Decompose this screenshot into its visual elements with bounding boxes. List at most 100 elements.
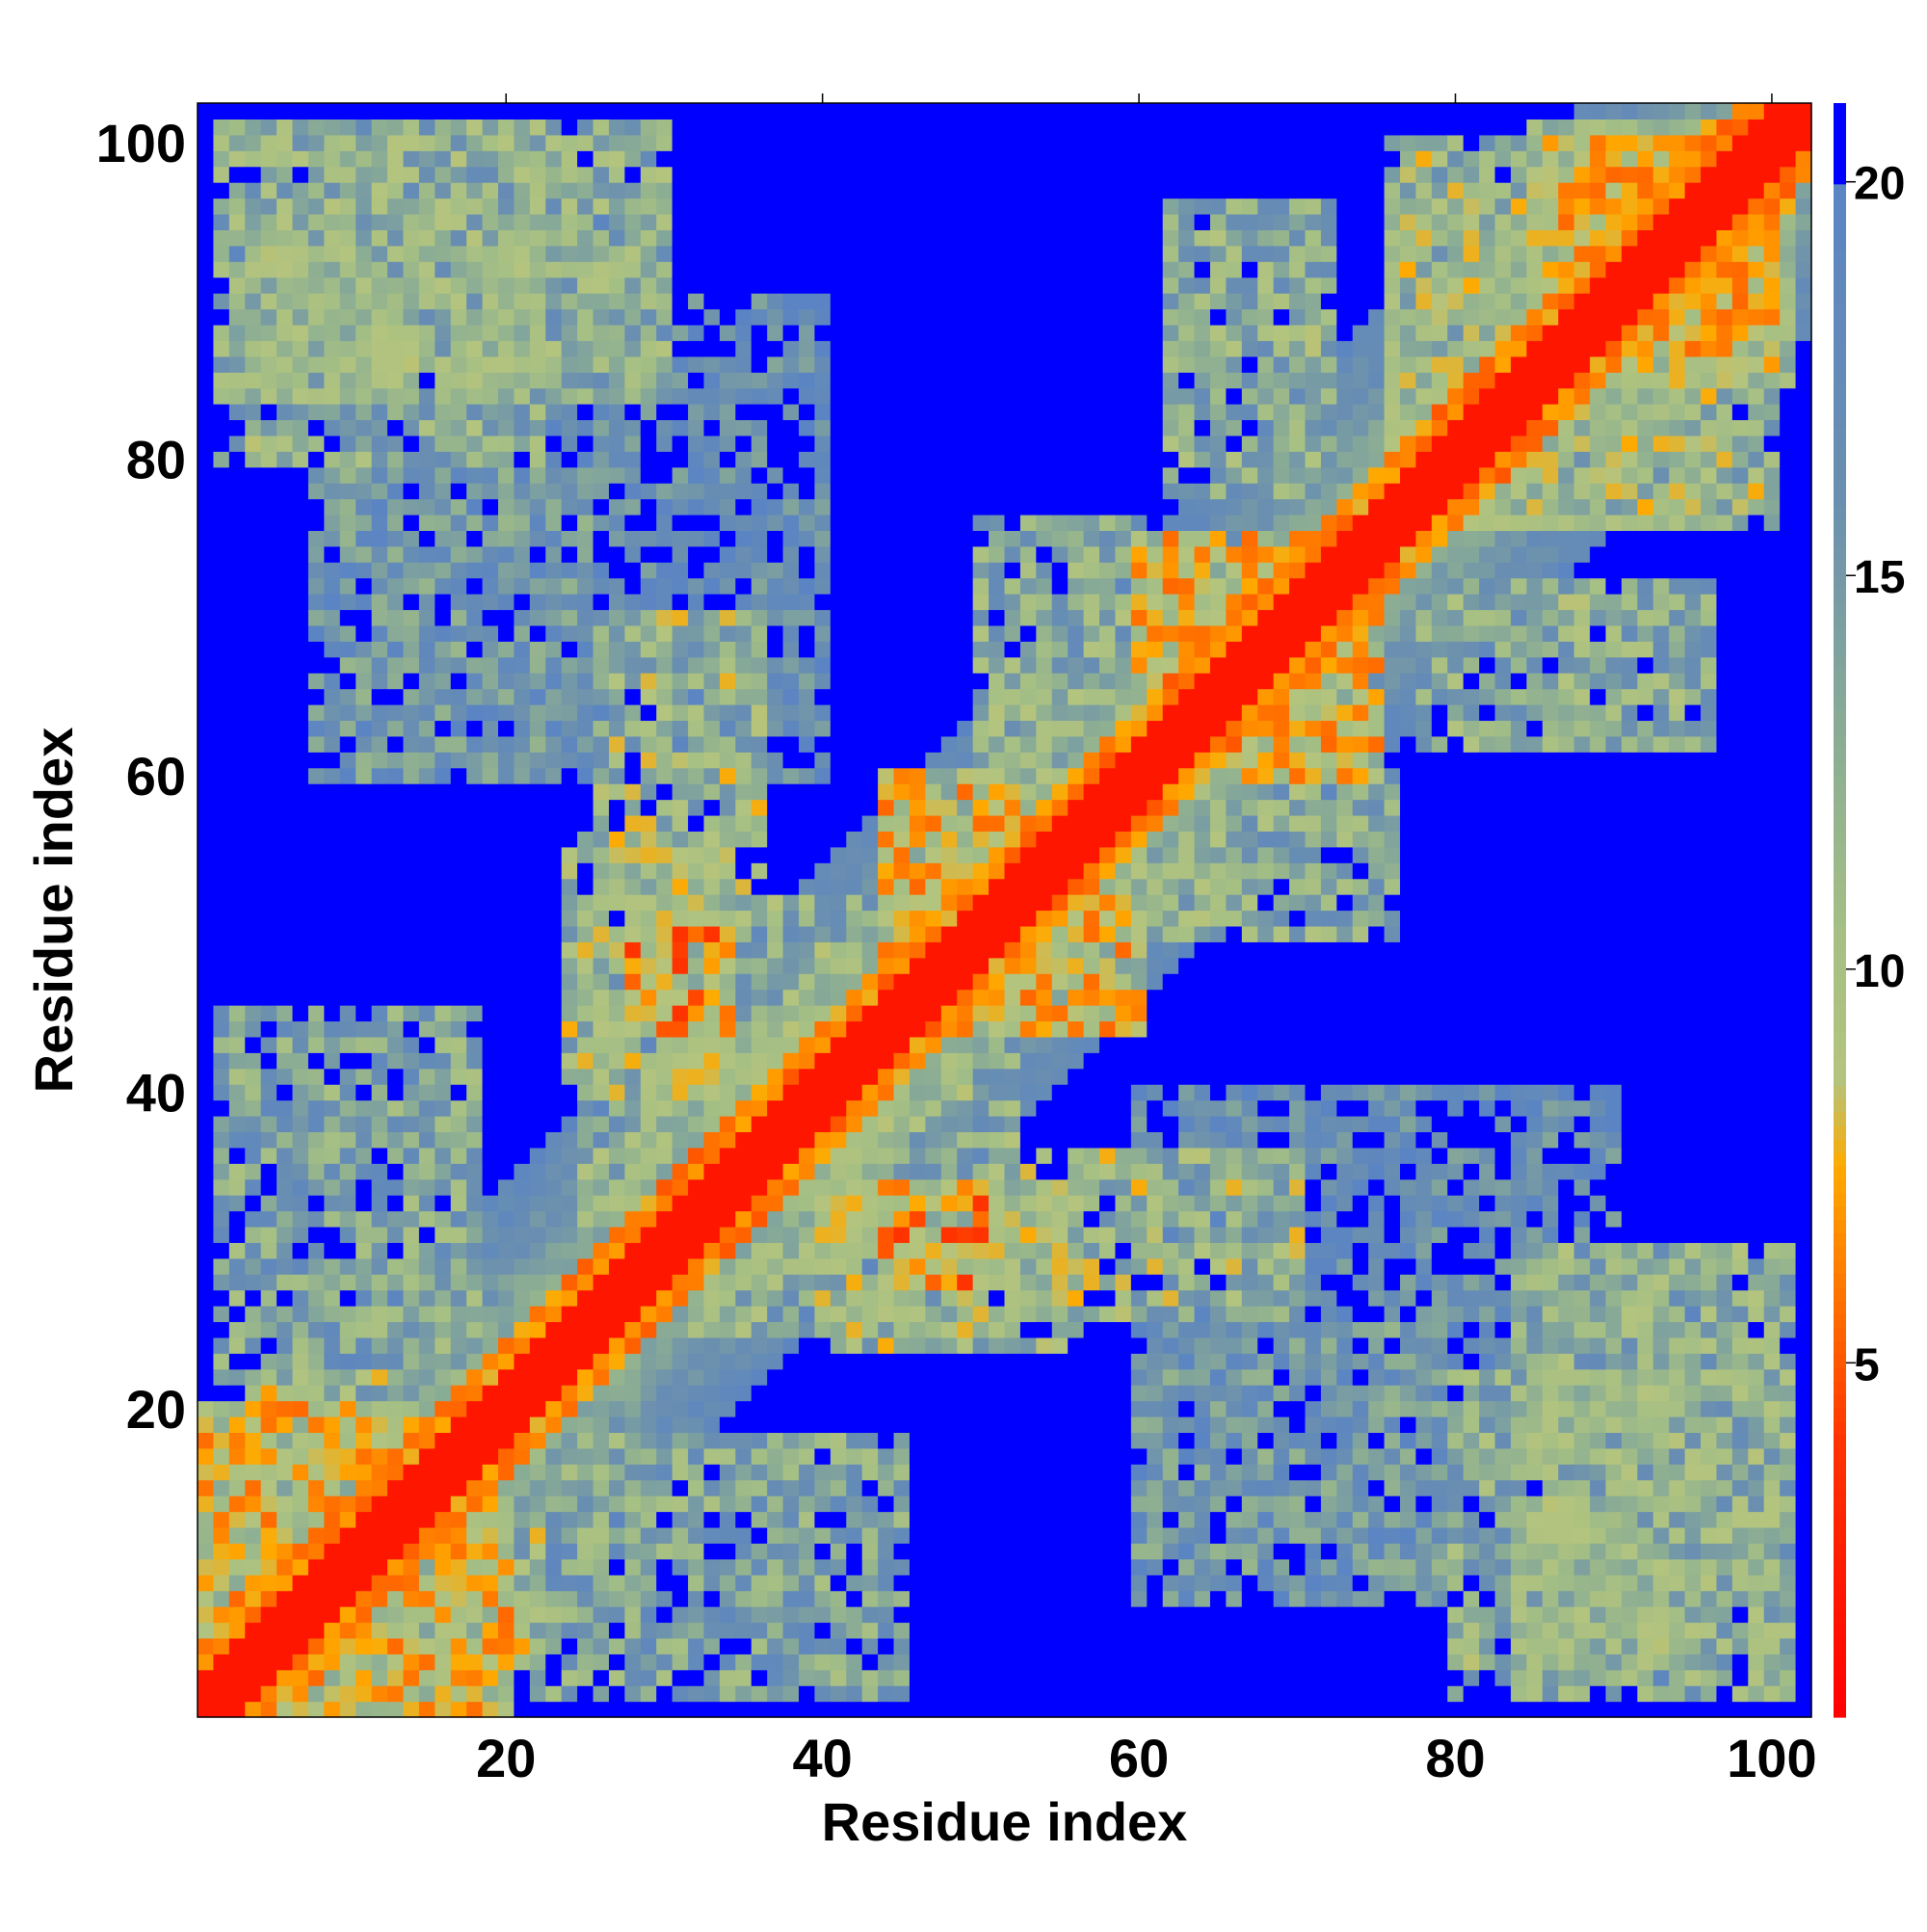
heatmap-cell [688,372,705,389]
heatmap-cell [861,957,879,974]
heatmap-cell [403,419,420,437]
heatmap-cell [545,799,563,816]
heatmap-cell [577,261,594,278]
heatmap-cell [245,1590,262,1607]
heatmap-cell [861,1353,879,1370]
heatmap-cell [782,1195,800,1212]
heatmap-cell [545,814,563,832]
heatmap-cell [909,1558,926,1575]
heatmap-cell [577,846,594,863]
heatmap-cell [198,166,215,183]
heatmap-cell [228,166,246,183]
heatmap-cell [703,941,721,959]
heatmap-cell [482,941,499,959]
heatmap-cell [893,1558,911,1575]
heatmap-cell [672,1353,689,1370]
heatmap-cell [482,1416,499,1434]
heatmap-cell [703,1084,721,1101]
heatmap-cell [292,483,309,500]
heatmap-cell [893,1210,911,1228]
heatmap-cell [245,483,262,500]
heatmap-cell [814,1701,832,1718]
heatmap-cell [435,562,452,579]
heatmap-cell [608,1558,625,1575]
heatmap-cell [624,1575,642,1592]
heatmap-cell [861,419,879,437]
heatmap-cell [561,925,578,942]
heatmap-cell [624,1115,642,1132]
heatmap-cell [418,609,436,626]
heatmap-cell [878,752,895,769]
heatmap-cell [957,989,974,1006]
heatmap-cell [450,277,467,294]
heatmap-cell [878,577,895,595]
heatmap-cell [624,752,642,769]
heatmap-cell [861,1590,879,1607]
heatmap-cell [846,1052,863,1070]
heatmap-cell [514,1052,531,1070]
heatmap-cell [640,1099,657,1117]
heatmap-cell [260,799,277,816]
heatmap-cell [356,1495,373,1513]
heatmap-cell [228,1068,246,1085]
heatmap-cell [640,245,657,262]
heatmap-cell [656,372,673,389]
heatmap-cell [782,1654,800,1671]
heatmap-cell [514,925,531,942]
heatmap-cell [577,1385,594,1402]
heatmap-cell [878,498,895,516]
heatmap-cell [846,1178,863,1196]
heatmap-cell [529,1195,546,1212]
heatmap-cell [307,973,325,991]
heatmap-cell [418,1575,436,1592]
heatmap-cell [403,673,420,690]
heatmap-cell [260,846,277,863]
heatmap-cell [893,1178,911,1196]
heatmap-cell [767,624,784,642]
heatmap-cell [593,624,610,642]
heatmap-cell [339,1495,356,1513]
heatmap-cell [688,1637,705,1654]
heatmap-cell [245,910,262,927]
heatmap-cell [545,498,563,516]
heatmap-cell [450,1464,467,1481]
heatmap-cell [719,245,736,262]
heatmap-cell [466,1511,484,1528]
heatmap-cell [260,1210,277,1228]
heatmap-cell [893,229,911,247]
heatmap-cell [608,1321,625,1338]
heatmap-cell [466,720,484,737]
heatmap-cell [198,641,215,658]
heatmap-cell [940,878,958,895]
heatmap-cell [640,1257,657,1275]
heatmap-cell [356,1036,373,1053]
heatmap-cell [735,1068,752,1085]
heatmap-cell [245,1210,262,1228]
heatmap-cell [814,1020,832,1038]
heatmap-cell [719,577,736,595]
heatmap-cell [403,925,420,942]
heatmap-cell [387,1163,405,1180]
heatmap-cell [957,594,974,611]
heatmap-cell [878,372,895,389]
heatmap-cell [356,973,373,991]
heatmap-cell [656,594,673,611]
heatmap-cell [356,514,373,531]
heatmap-cell [514,182,531,199]
heatmap-cell [940,308,958,326]
heatmap-cell [909,989,926,1006]
heatmap-cell [292,1543,309,1560]
heatmap-cell [545,767,563,784]
heatmap-cell [688,894,705,912]
heatmap-cell [466,910,484,927]
heatmap-cell [735,1385,752,1402]
heatmap-cell [909,704,926,722]
heatmap-cell [656,878,673,895]
heatmap-cell [878,150,895,168]
heatmap-cell [861,783,879,801]
heatmap-cell [577,1526,594,1544]
heatmap-cell [292,1274,309,1291]
heatmap-cell [703,372,721,389]
heatmap-cell [814,1257,832,1275]
heatmap-cell [371,150,388,168]
